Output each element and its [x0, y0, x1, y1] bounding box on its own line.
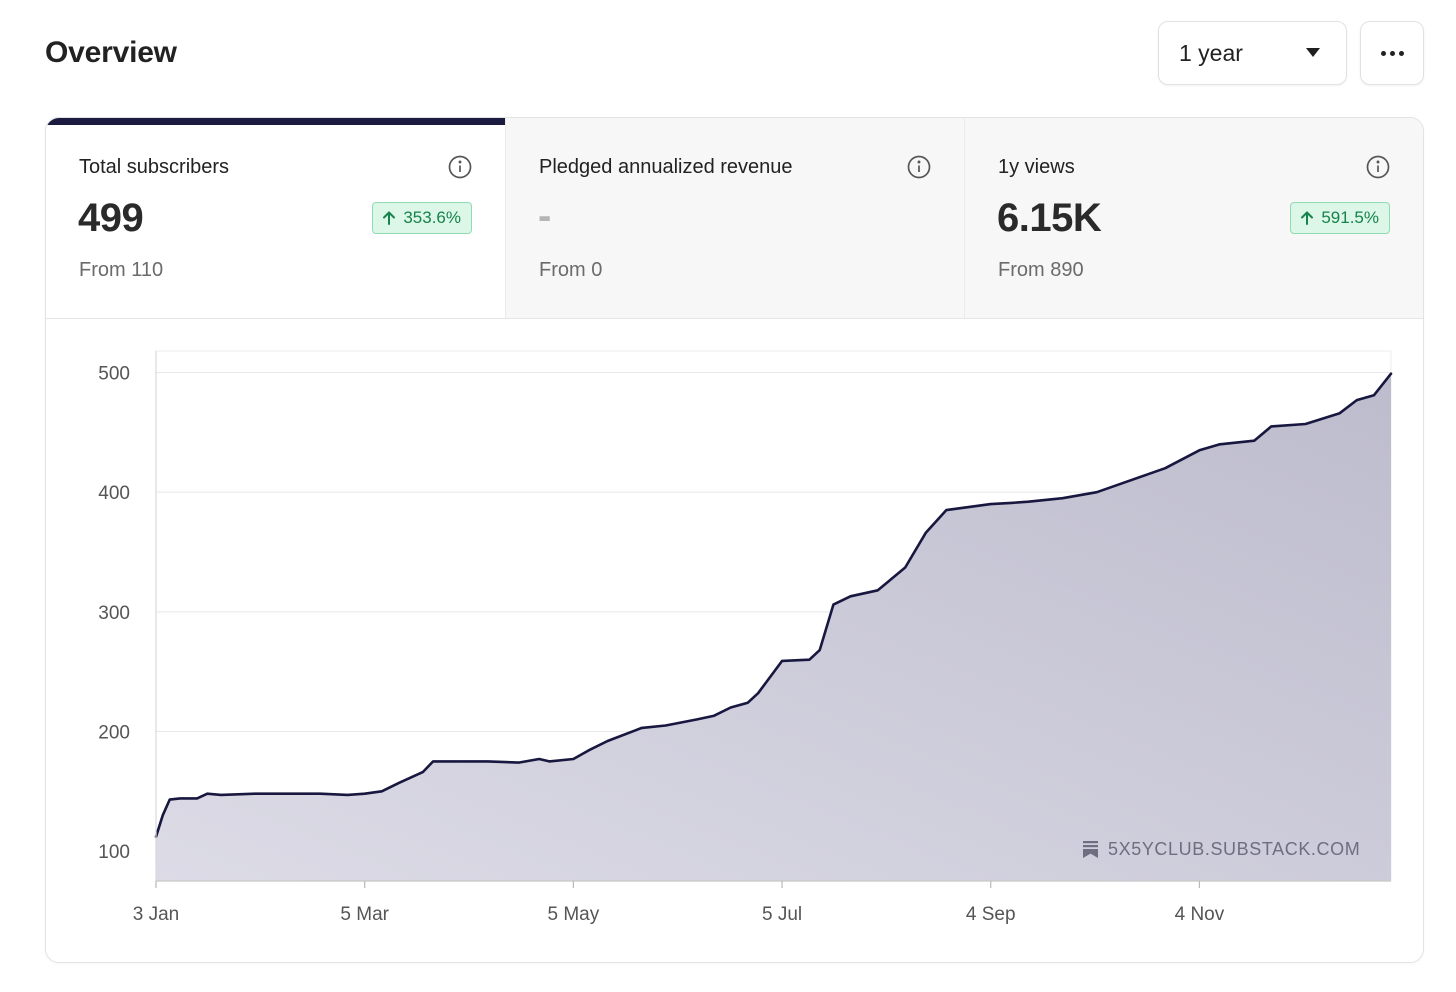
subscribers-chart[interactable]: 100 200 300 400 500 3 Jan 5 Mar 5 May 5 Jul 4 Sep… — [46, 319, 1423, 962]
more-options-button[interactable] — [1360, 21, 1424, 85]
metric-tab-views[interactable]: 1y views 6.15K 591.5% From 890 — [964, 118, 1423, 318]
series-line — [154, 372, 1393, 838]
ellipsis-icon — [1398, 50, 1404, 56]
metric-value: - — [538, 194, 551, 238]
metric-from: From 110 — [79, 259, 164, 281]
y-tick-label: 300 — [98, 603, 130, 624]
metric-tab-total-subscribers[interactable]: Total subscribers 499 353.6% From 110 — [46, 118, 505, 318]
watermark: 5X5YCLUB.SUBSTACK.COM — [1083, 839, 1360, 860]
metric-label: 1y views — [998, 156, 1075, 178]
x-tick-label: 5 Mar — [340, 904, 389, 925]
y-tick-label: 400 — [98, 483, 130, 504]
change-value: 591.5% — [1321, 208, 1379, 227]
x-tick-label: 3 Jan — [133, 904, 179, 925]
caret-down-icon — [1306, 48, 1320, 57]
ellipsis-icon — [1380, 50, 1386, 56]
y-tick-label: 500 — [98, 364, 130, 385]
series-area — [156, 373, 1391, 881]
metric-tab-pledged-revenue[interactable]: Pledged annualized revenue - From 0 — [505, 118, 964, 318]
metric-label: Total subscribers — [79, 156, 230, 178]
metric-from: From 0 — [539, 259, 603, 281]
change-badge: 591.5% — [1290, 202, 1390, 234]
info-icon[interactable] — [907, 155, 931, 179]
x-tick-label: 4 Sep — [966, 904, 1016, 925]
metric-from: From 890 — [998, 259, 1084, 281]
watermark-text: 5X5YCLUB.SUBSTACK.COM — [1108, 839, 1361, 859]
overview-card: Total subscribers 499 353.6% From 110 Pl… — [45, 117, 1424, 963]
metric-value: 6.15K — [997, 196, 1102, 240]
chart-svg: 100 200 300 400 500 3 Jan 5 Mar 5 May 5 Jul 4 Sep… — [98, 350, 1393, 925]
x-tick-label: 5 May — [547, 904, 599, 925]
ellipsis-icon — [1389, 50, 1395, 56]
y-tick-label: 200 — [98, 722, 130, 743]
period-select[interactable]: 1 year — [1158, 21, 1347, 85]
x-tick-label: 4 Nov — [1175, 904, 1225, 925]
page-title: Overview — [45, 36, 177, 69]
y-tick-label: 100 — [98, 842, 130, 863]
metric-value: 499 — [78, 196, 144, 240]
change-badge: 353.6% — [372, 202, 472, 234]
metric-label: Pledged annualized revenue — [539, 156, 793, 178]
info-icon[interactable] — [448, 155, 472, 179]
arrow-up-icon — [383, 211, 396, 225]
info-icon[interactable] — [1366, 155, 1390, 179]
period-select-value: 1 year — [1179, 39, 1243, 66]
substack-icon — [1083, 841, 1098, 858]
arrow-up-icon — [1301, 211, 1314, 225]
metric-tabs: Total subscribers 499 353.6% From 110 Pl… — [46, 118, 1423, 319]
change-value: 353.6% — [403, 208, 461, 227]
x-tick-label: 5 Jul — [762, 904, 802, 925]
active-tab-indicator — [46, 118, 505, 125]
